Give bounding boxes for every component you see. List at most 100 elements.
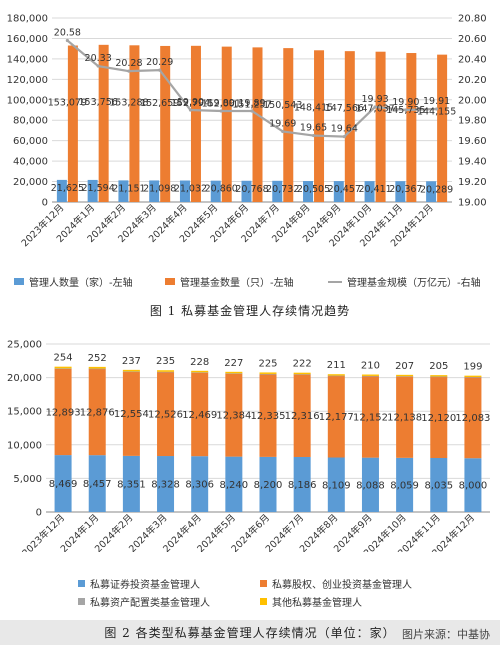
data-label-funds: 153,756 — [79, 97, 118, 108]
data-label-equity-vc: 12,316 — [285, 411, 320, 422]
data-label-funds: 145,735 — [386, 105, 425, 116]
data-label-managers: 20,289 — [420, 184, 453, 195]
bar-managers — [303, 181, 314, 202]
data-label-securities: 8,186 — [288, 480, 317, 491]
bar-asset-allocation — [259, 373, 277, 375]
image-source: 图片来源：中基协 — [402, 628, 490, 641]
legend-1-item-1: 管理基金数量（只）-左轴 — [165, 274, 294, 289]
chart-1: 0 20,000 40,000 60,000 80,000 100,000 120,000 1… — [0, 0, 500, 304]
legend-1-swatch-1 — [165, 278, 175, 285]
bar-other — [54, 366, 72, 369]
legend-2-label-0: 私募证券投资基金管理人 — [90, 580, 200, 591]
data-label-funds: 153,079 — [48, 98, 87, 109]
data-label-managers: 20,367 — [389, 184, 422, 195]
y-tick-label: 15,000 — [7, 407, 42, 418]
bar-funds — [190, 45, 201, 202]
chart-1-svg: 0 20,000 40,000 60,000 80,000 100,000 120,000 1… — [7, 14, 487, 250]
bar-securities — [122, 455, 140, 512]
line-scale-point — [188, 108, 193, 112]
bar-asset-allocation — [54, 368, 72, 369]
legend-2-label-2: 私募资产配置类基金管理人 — [90, 598, 210, 609]
line-scale-point — [342, 134, 346, 139]
bar-managers — [179, 180, 190, 202]
data-label-funds: 144,155 — [417, 107, 456, 118]
data-label-securities: 8,035 — [424, 481, 453, 492]
data-label-equity-vc: 12,152 — [353, 412, 388, 423]
legend-1-item-0: 管理人数量（家）-左轴 — [14, 274, 133, 289]
data-label-funds: 152,794 — [171, 98, 210, 109]
bar-equity-vc — [191, 372, 209, 457]
bar-managers — [364, 181, 375, 202]
bar-managers — [210, 180, 221, 202]
data-label-other: 199 — [463, 362, 482, 373]
bar-other — [259, 372, 277, 374]
bar-equity-vc — [361, 375, 379, 458]
y-left-tick-label: 20,000 — [13, 177, 48, 188]
bar-equity-vc — [225, 373, 243, 457]
data-label-scale: 19.64 — [331, 124, 358, 135]
legend-2-swatch-0 — [78, 580, 85, 587]
data-label-equity-vc: 12,138 — [387, 413, 422, 424]
bar-securities — [430, 458, 448, 512]
bar-securities — [191, 456, 209, 512]
legend-1-label-0: 管理人数量（家）-左轴 — [29, 278, 133, 289]
data-label-funds: 148,415 — [294, 102, 333, 113]
data-label-funds: 151,257 — [232, 99, 271, 110]
data-label-managers: 20,732 — [266, 184, 299, 195]
bar-securities — [361, 457, 379, 512]
bar-equity-vc — [430, 376, 448, 459]
data-label-managers: 21,625 — [51, 183, 84, 194]
line-scale-point — [281, 129, 285, 134]
bar-funds — [437, 54, 448, 202]
bar-other — [293, 372, 311, 375]
y-tick-label: 20,000 — [7, 373, 42, 384]
data-label-securities: 8,457 — [83, 479, 112, 490]
data-label-managers: 20,860 — [205, 184, 238, 195]
y-left-tick-label: 120,000 — [7, 75, 48, 86]
data-label-other: 211 — [327, 360, 346, 371]
bar-other — [88, 366, 106, 369]
bar-managers — [333, 181, 344, 202]
bar-asset-allocation — [122, 371, 140, 373]
data-label-other: 227 — [224, 358, 243, 369]
figure-2-caption: 图 2 各类型私募基金管理人存续情况（单位：家） — [104, 626, 396, 640]
bar-securities — [157, 456, 175, 512]
data-label-other: 207 — [395, 361, 414, 372]
chart-2: 0 5,000 10,000 15,000 20,000 25,000 8,469 12,89… — [0, 322, 500, 560]
y-right-tick-label: 19.40 — [458, 157, 487, 168]
y-right-tick-label: 19.60 — [458, 136, 487, 147]
bar-funds — [406, 53, 417, 202]
legend-1-label-2: 管理基金规模（万亿元）-右轴 — [347, 278, 481, 289]
data-label-securities: 8,306 — [185, 480, 214, 491]
data-label-scale: 20.28 — [115, 58, 142, 69]
data-label-other: 252 — [88, 353, 107, 364]
data-label-scale: 20.33 — [85, 53, 112, 64]
data-label-equity-vc: 12,177 — [319, 412, 354, 423]
y-left-tick-label: 40,000 — [13, 157, 48, 168]
line-scale-point — [158, 68, 162, 72]
data-label-equity-vc: 12,526 — [148, 409, 183, 420]
legend-2-swatch-2 — [78, 598, 85, 605]
bar-securities — [293, 456, 311, 512]
bar-asset-allocation — [464, 376, 482, 378]
line-scale-point — [404, 108, 408, 112]
bar-asset-allocation — [430, 376, 448, 378]
bar-funds — [344, 51, 355, 202]
legend-2-label-3: 其他私募基金管理人 — [272, 598, 362, 609]
line-scale-point — [96, 64, 100, 68]
data-label-funds: 150,543 — [263, 100, 302, 111]
bar-other — [122, 369, 140, 372]
bar-equity-vc — [54, 368, 72, 456]
bar-asset-allocation — [225, 373, 243, 374]
bar-equity-vc — [464, 377, 482, 459]
line-scale-point — [219, 109, 223, 113]
bar-funds — [314, 50, 325, 202]
data-label-equity-vc: 12,083 — [455, 413, 490, 424]
data-label-managers: 20,768 — [235, 184, 268, 195]
bar-funds — [160, 45, 171, 202]
bar-equity-vc — [396, 376, 414, 458]
y-left-tick-label: 0 — [42, 198, 48, 209]
bar-funds — [67, 45, 78, 203]
data-label-managers: 21,594 — [82, 183, 115, 194]
y-right-tick-label: 19.00 — [458, 198, 487, 209]
